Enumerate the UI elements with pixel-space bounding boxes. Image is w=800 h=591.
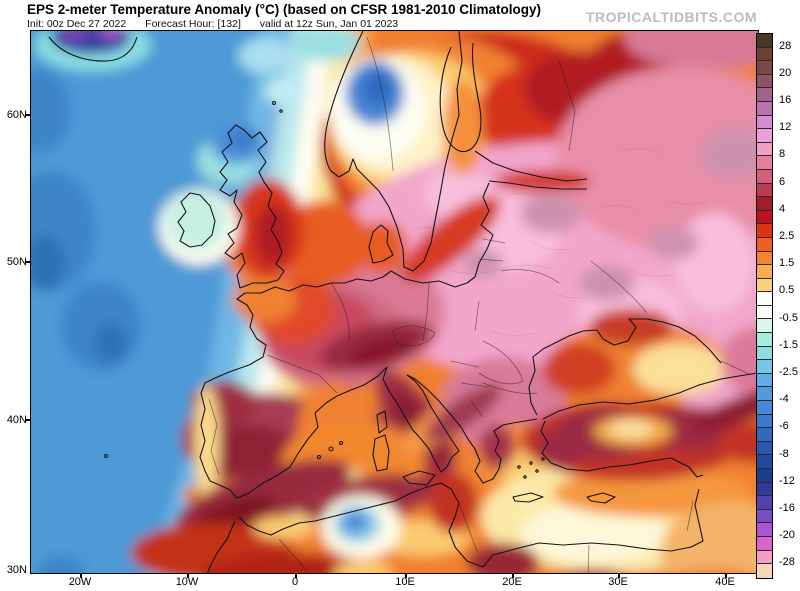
lat-label-60n: 60N	[6, 109, 27, 121]
colorbar-cell-10	[757, 169, 772, 184]
colorbar-cell-18	[757, 278, 772, 293]
run-info: Init: 00z Dec 27 2022 Forecast Hour: [13…	[27, 18, 414, 30]
colorbar-tick--0.5: -0.5	[779, 311, 798, 324]
europe-anomaly-map	[31, 31, 758, 573]
lon-tick-30e	[618, 573, 620, 578]
lon-label-30e: 30E	[608, 576, 628, 588]
anomaly-field	[31, 31, 758, 573]
colorbar-cell-27	[757, 401, 772, 415]
colorbar-cell-8	[757, 142, 772, 157]
colorbar-tick-0.5: 0.5	[779, 284, 795, 297]
colorbar-cell-23	[757, 346, 772, 361]
forecast-hour: Forecast Hour: [132]	[145, 18, 241, 30]
colorbar-cell-5	[757, 101, 772, 116]
colorbar-cell-13	[757, 210, 772, 225]
colorbar-cell-32	[757, 469, 772, 483]
colorbar-tick-8: 8	[779, 148, 786, 161]
lat-tick-60n	[25, 114, 30, 116]
colorbar-cell-11	[757, 183, 772, 198]
lon-label-40e: 40E	[715, 576, 735, 588]
lat-label-50n: 50N	[6, 256, 27, 268]
lon-label-10w: 10W	[175, 576, 199, 588]
lon-label-0: 0	[291, 576, 299, 588]
lon-tick-40e	[725, 573, 727, 578]
colorbar-cell-26	[757, 387, 772, 402]
colorbar-tick--2.5: -2.5	[779, 366, 798, 378]
colorbar-cell-25	[757, 373, 772, 388]
colorbar-tick--1.5: -1.5	[779, 338, 798, 351]
colorbar-tick-2.5: 2.5	[779, 230, 795, 242]
colorbar-tick-4: 4	[779, 202, 786, 215]
colorbar-cell-24	[757, 360, 772, 374]
colorbar-cell-6	[757, 115, 772, 130]
colorbar-tick--20: -20	[779, 529, 795, 542]
admin-borders	[410, 148, 708, 336]
colorbar-legend	[756, 33, 773, 579]
map-frame	[30, 30, 759, 574]
colorbar-cell-30	[757, 441, 772, 456]
colorbar-cell-39	[757, 564, 772, 578]
lon-tick-10e	[405, 573, 407, 578]
colorbar-tick--6: -6	[779, 420, 789, 433]
colorbar-cell-31	[757, 455, 772, 469]
colorbar-cell-14	[757, 224, 772, 238]
colorbar-tick--8: -8	[779, 447, 789, 460]
colorbar-tick-16: 16	[779, 94, 792, 106]
colorbar-cell-22	[757, 333, 772, 347]
colorbar-cell-4	[757, 88, 772, 102]
colorbar-cell-20	[757, 305, 772, 320]
colorbar-cell-0	[757, 34, 772, 48]
country-borders	[208, 36, 752, 573]
colorbar-cell-9	[757, 156, 772, 170]
lon-tick-10w	[187, 573, 189, 578]
colorbar-tick-1.5: 1.5	[779, 257, 795, 270]
colorbar-cell-21	[757, 319, 772, 334]
colorbar-cell-28	[757, 414, 772, 429]
init-time: Init: 00z Dec 27 2022	[27, 18, 127, 30]
colorbar-cell-12	[757, 197, 772, 211]
lon-label-10e: 10E	[395, 576, 415, 588]
lon-label-20w: 20W	[68, 576, 92, 588]
colorbar-cell-1	[757, 47, 772, 62]
colorbar-cell-37	[757, 536, 772, 551]
coastlines	[48, 31, 758, 573]
valid-time: valid at 12z Sun, Jan 01 2023	[259, 18, 399, 30]
colorbar-cell-17	[757, 265, 772, 279]
lat-tick-40n	[25, 419, 30, 421]
colorbar-cell-29	[757, 428, 772, 442]
colorbar-cell-2	[757, 61, 772, 75]
colorbar-tick-6: 6	[779, 175, 786, 188]
colorbar-tick-20: 20	[779, 66, 792, 79]
watermark-logo: TROPICALTIDBITS.COM	[585, 9, 757, 25]
colorbar-tick-28: 28	[779, 39, 792, 52]
colorbar-tick-12: 12	[779, 121, 792, 134]
colorbar-cell-38	[757, 550, 772, 565]
colorbar-cell-19	[757, 292, 772, 306]
page-title: EPS 2-meter Temperature Anomaly (°C) (ba…	[27, 2, 542, 17]
lon-tick-20e	[512, 573, 514, 578]
lon-tick-0	[295, 573, 297, 578]
colorbar-cell-7	[757, 129, 772, 143]
colorbar-tick--16: -16	[779, 502, 795, 514]
lon-tick-20w	[80, 573, 82, 578]
lon-label-20e: 20E	[502, 576, 522, 588]
colorbar-tick--28: -28	[779, 556, 795, 569]
colorbar-cell-16	[757, 251, 772, 266]
colorbar-cell-3	[757, 74, 772, 89]
lat-label-40n: 40N	[6, 414, 27, 426]
colorbar-cell-34	[757, 496, 772, 510]
colorbar-cell-36	[757, 523, 772, 537]
colorbar-cell-35	[757, 509, 772, 524]
lat-label-30n: 30N	[6, 564, 27, 576]
colorbar-cell-15	[757, 237, 772, 252]
lat-tick-50n	[25, 261, 30, 263]
colorbar-tick--4: -4	[779, 393, 789, 406]
colorbar-cell-33	[757, 482, 772, 497]
colorbar-tick--12: -12	[779, 474, 795, 487]
